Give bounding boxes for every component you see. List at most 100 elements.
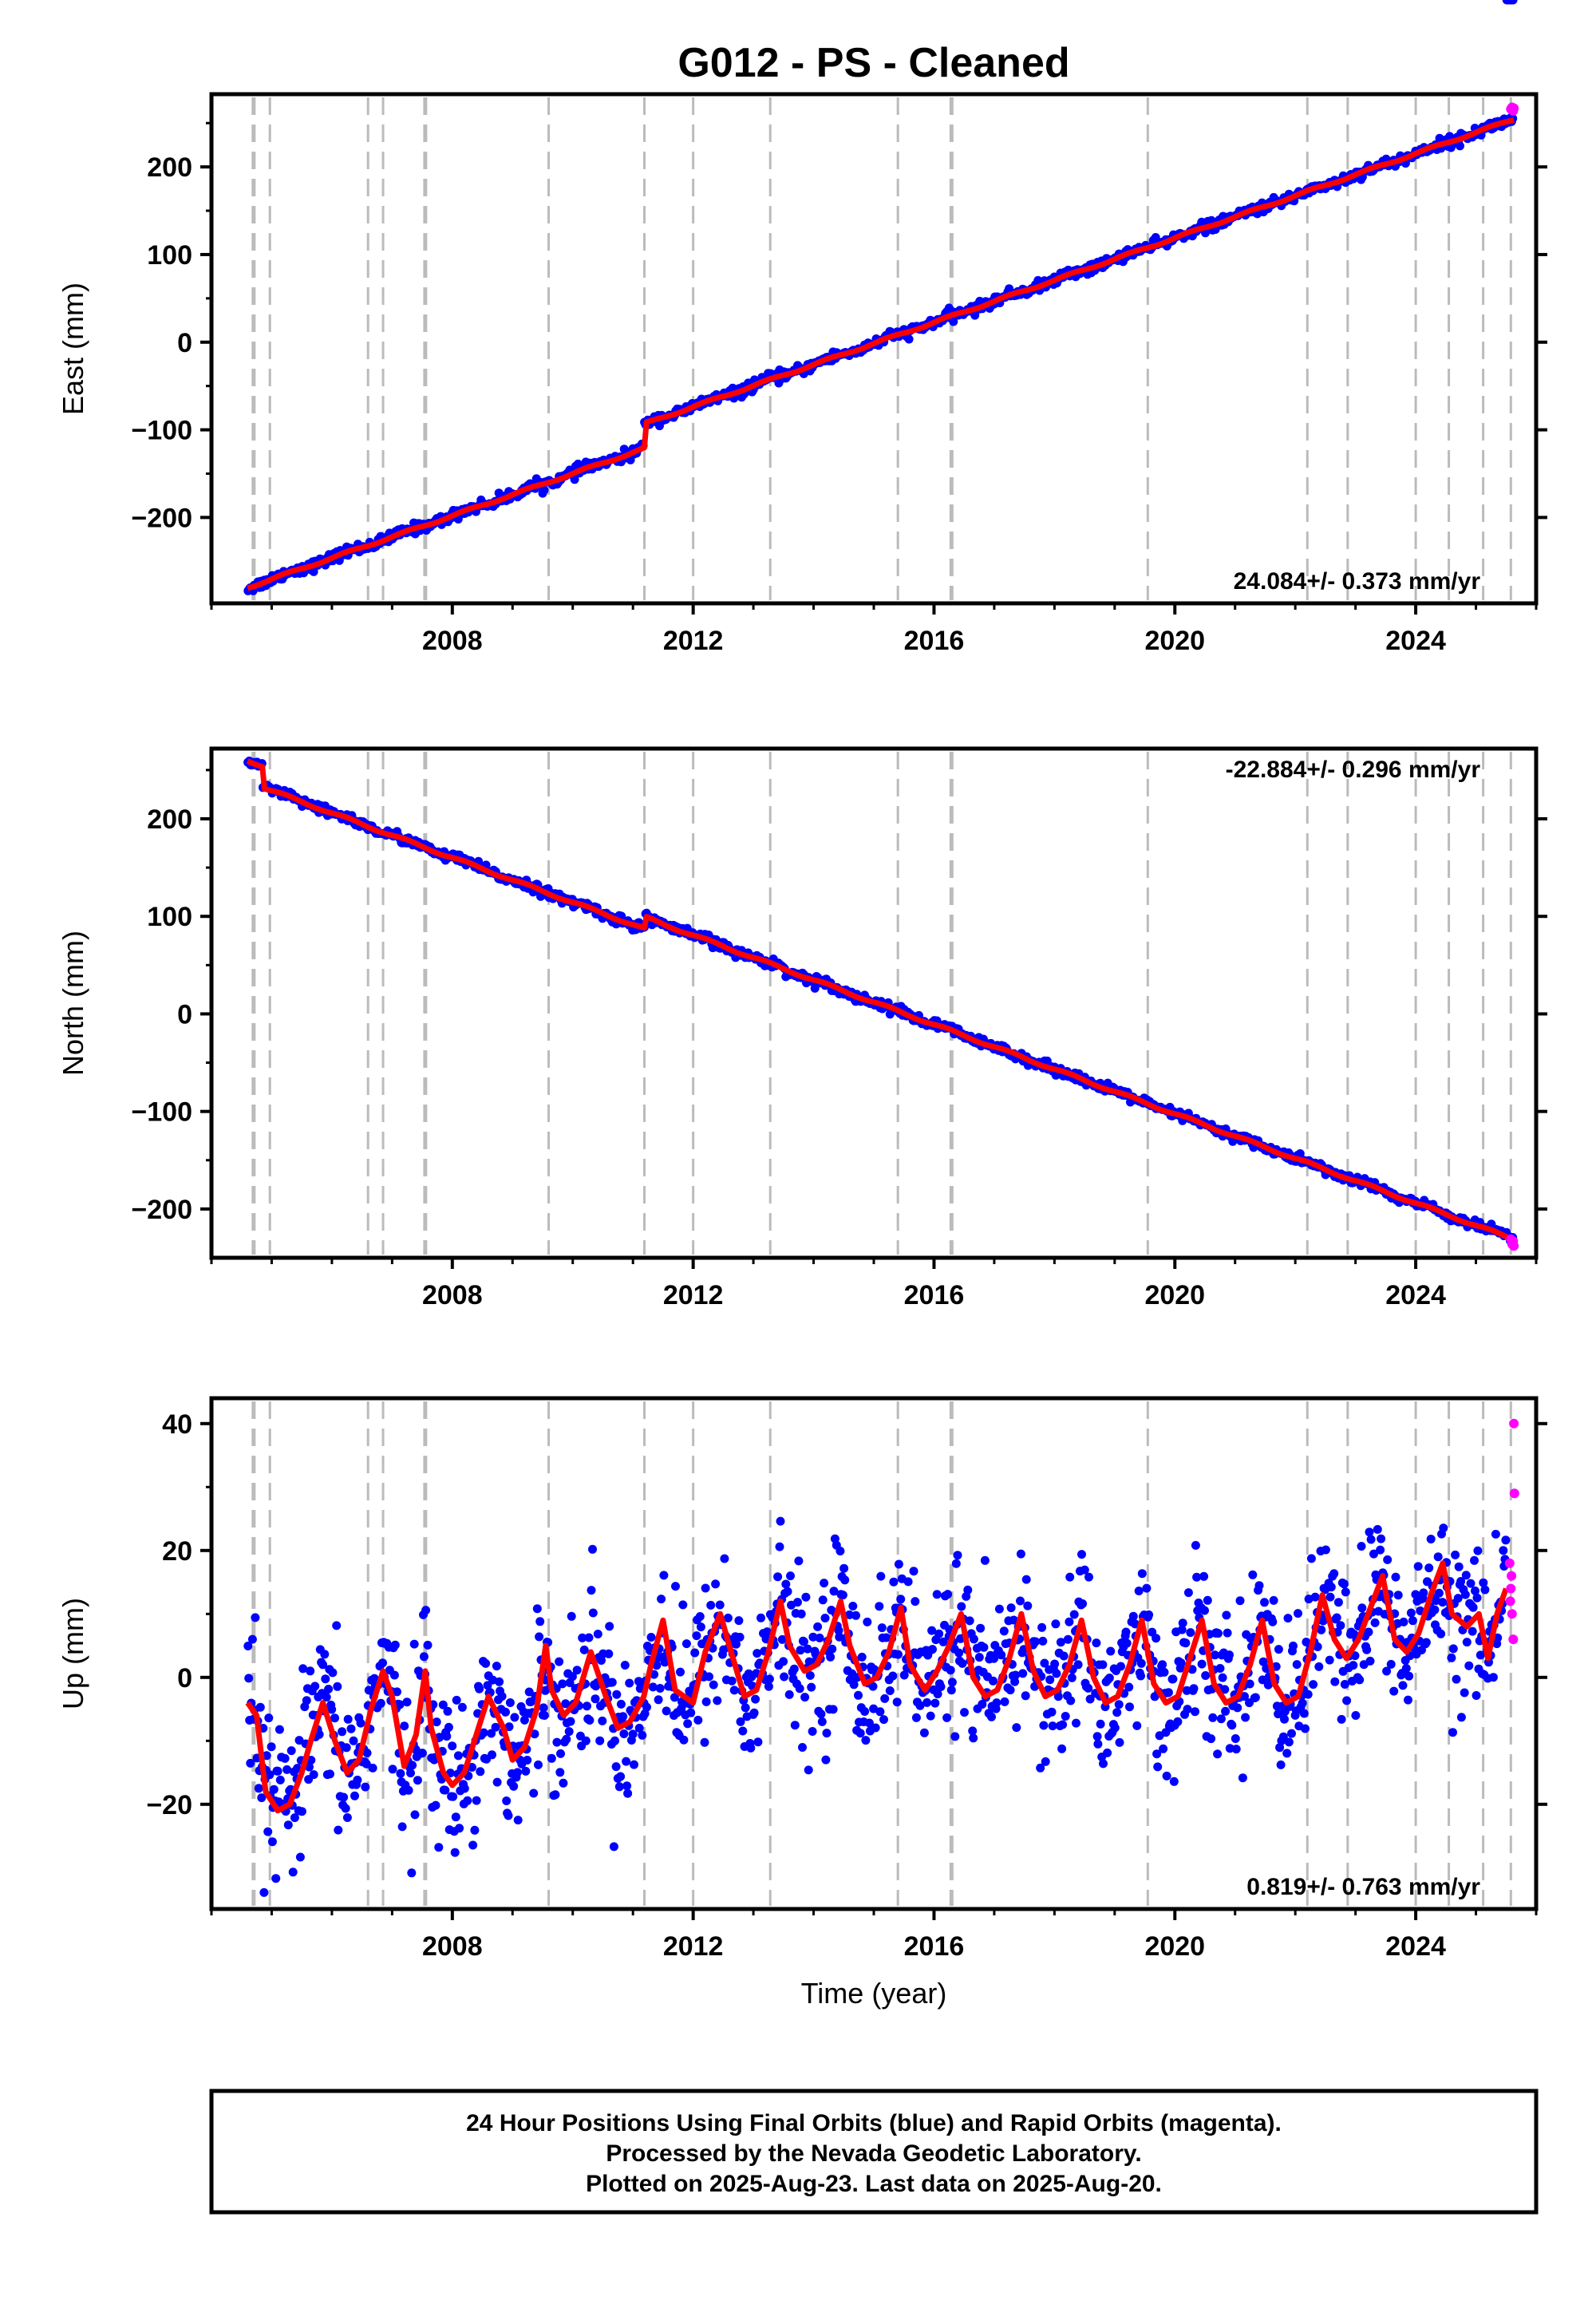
up-data-point xyxy=(1136,1658,1146,1668)
east-x-tick-label: 2024 xyxy=(1385,626,1446,656)
up-data-point xyxy=(288,1867,298,1877)
up-data-point xyxy=(838,1591,847,1600)
up-data-point xyxy=(1231,1734,1240,1743)
up-data-point xyxy=(1110,1723,1120,1733)
up-data-point xyxy=(1153,1762,1163,1772)
up-data-point xyxy=(1192,1572,1202,1582)
up-data-point xyxy=(1488,1673,1498,1682)
up-data-point xyxy=(992,1698,1001,1708)
up-data-point xyxy=(320,1650,330,1659)
up-data-point xyxy=(1276,1760,1286,1769)
up-data-point xyxy=(828,1644,837,1654)
up-data-point xyxy=(775,1542,784,1551)
up-data-point xyxy=(648,1682,658,1692)
north-data-point xyxy=(810,983,820,993)
up-data-point xyxy=(1031,1637,1041,1646)
up-data-point xyxy=(333,1682,342,1691)
up-data-point xyxy=(969,1634,978,1644)
up-data-point xyxy=(1389,1686,1399,1696)
up-data-point xyxy=(927,1626,937,1635)
up-data-point xyxy=(604,1649,614,1658)
up-data-point xyxy=(1250,1693,1260,1702)
up-data-point xyxy=(328,1668,338,1678)
up-data-point xyxy=(483,1681,492,1690)
up-data-point xyxy=(1421,1638,1431,1647)
up-y-tick-label: 20 xyxy=(162,1536,192,1567)
up-data-point xyxy=(1122,1638,1132,1648)
up-data-point xyxy=(440,1785,450,1795)
up-data-point xyxy=(911,1597,920,1607)
up-data-point xyxy=(1254,1581,1264,1591)
up-data-point xyxy=(1085,1694,1095,1704)
up-data-point xyxy=(468,1840,478,1850)
up-data-point xyxy=(1365,1656,1375,1666)
up-data-point xyxy=(999,1626,1009,1636)
up-data-point xyxy=(1298,1698,1307,1708)
up-data-point xyxy=(826,1652,836,1662)
up-data-point xyxy=(1128,1611,1138,1621)
up-data-point xyxy=(1274,1645,1283,1654)
time-x-axis-label: Time (year) xyxy=(801,1977,947,2010)
up-data-point xyxy=(933,1690,942,1699)
figure-title: G012 - PS - Cleaned xyxy=(678,40,1069,86)
up-data-point xyxy=(614,1782,624,1792)
up-data-point xyxy=(1248,1570,1258,1579)
up-data-point xyxy=(681,1639,691,1649)
north-x-tick-label: 2016 xyxy=(904,1280,965,1310)
up-data-point xyxy=(1037,1622,1047,1632)
up-data-point xyxy=(558,1679,567,1689)
up-data-point xyxy=(638,1730,647,1740)
north-x-tick-label: 2012 xyxy=(663,1280,724,1310)
up-data-point xyxy=(1115,1737,1124,1747)
north-x-tick-label: 2020 xyxy=(1144,1280,1205,1310)
up-x-tick-label: 2016 xyxy=(904,1931,965,1962)
up-data-point xyxy=(595,1736,605,1745)
east-data-point xyxy=(309,567,318,576)
up-data-point xyxy=(309,1770,318,1780)
up-data-point xyxy=(1220,1685,1230,1694)
up-data-point xyxy=(871,1723,880,1733)
up-data-point xyxy=(786,1571,795,1581)
up-data-point xyxy=(504,1722,514,1732)
up-data-point xyxy=(1096,1719,1105,1729)
up-data-point xyxy=(513,1816,523,1825)
up-data-point xyxy=(616,1772,626,1781)
up-data-point xyxy=(798,1743,807,1752)
up-rapid-point xyxy=(1507,1609,1517,1619)
up-data-point xyxy=(1207,1734,1216,1744)
up-data-point xyxy=(659,1571,669,1580)
east-y-axis-label: East (mm) xyxy=(57,283,89,415)
up-data-point xyxy=(598,1716,607,1725)
up-data-point xyxy=(1258,1675,1267,1685)
up-data-point xyxy=(1351,1711,1361,1720)
up-data-point xyxy=(764,1682,773,1691)
up-data-point xyxy=(1432,1596,1441,1606)
up-data-point xyxy=(1047,1707,1057,1717)
up-data-point xyxy=(979,1642,989,1652)
up-data-point xyxy=(463,1796,472,1805)
up-data-point xyxy=(1067,1673,1077,1682)
up-data-point xyxy=(1063,1634,1073,1644)
up-data-point xyxy=(947,1678,957,1687)
north-y-tick-label: 100 xyxy=(147,902,192,932)
up-data-point xyxy=(1332,1613,1341,1622)
up-data-point xyxy=(628,1729,638,1739)
up-data-point xyxy=(1479,1578,1488,1587)
up-data-point xyxy=(1325,1655,1334,1665)
up-data-point xyxy=(1183,1588,1193,1598)
up-data-point xyxy=(532,1604,542,1614)
up-data-point xyxy=(305,1762,314,1772)
up-data-point xyxy=(393,1687,401,1697)
up-data-point xyxy=(1275,1743,1285,1753)
up-data-point xyxy=(1041,1757,1050,1766)
up-data-point xyxy=(835,1632,844,1642)
up-data-point xyxy=(1448,1644,1458,1654)
up-data-point xyxy=(1329,1569,1339,1579)
up-data-point xyxy=(314,1729,324,1739)
up-data-point xyxy=(271,1874,281,1883)
up-data-point xyxy=(402,1697,412,1707)
up-data-point xyxy=(609,1842,618,1852)
east-data-point xyxy=(539,485,549,495)
up-data-point xyxy=(840,1575,850,1585)
